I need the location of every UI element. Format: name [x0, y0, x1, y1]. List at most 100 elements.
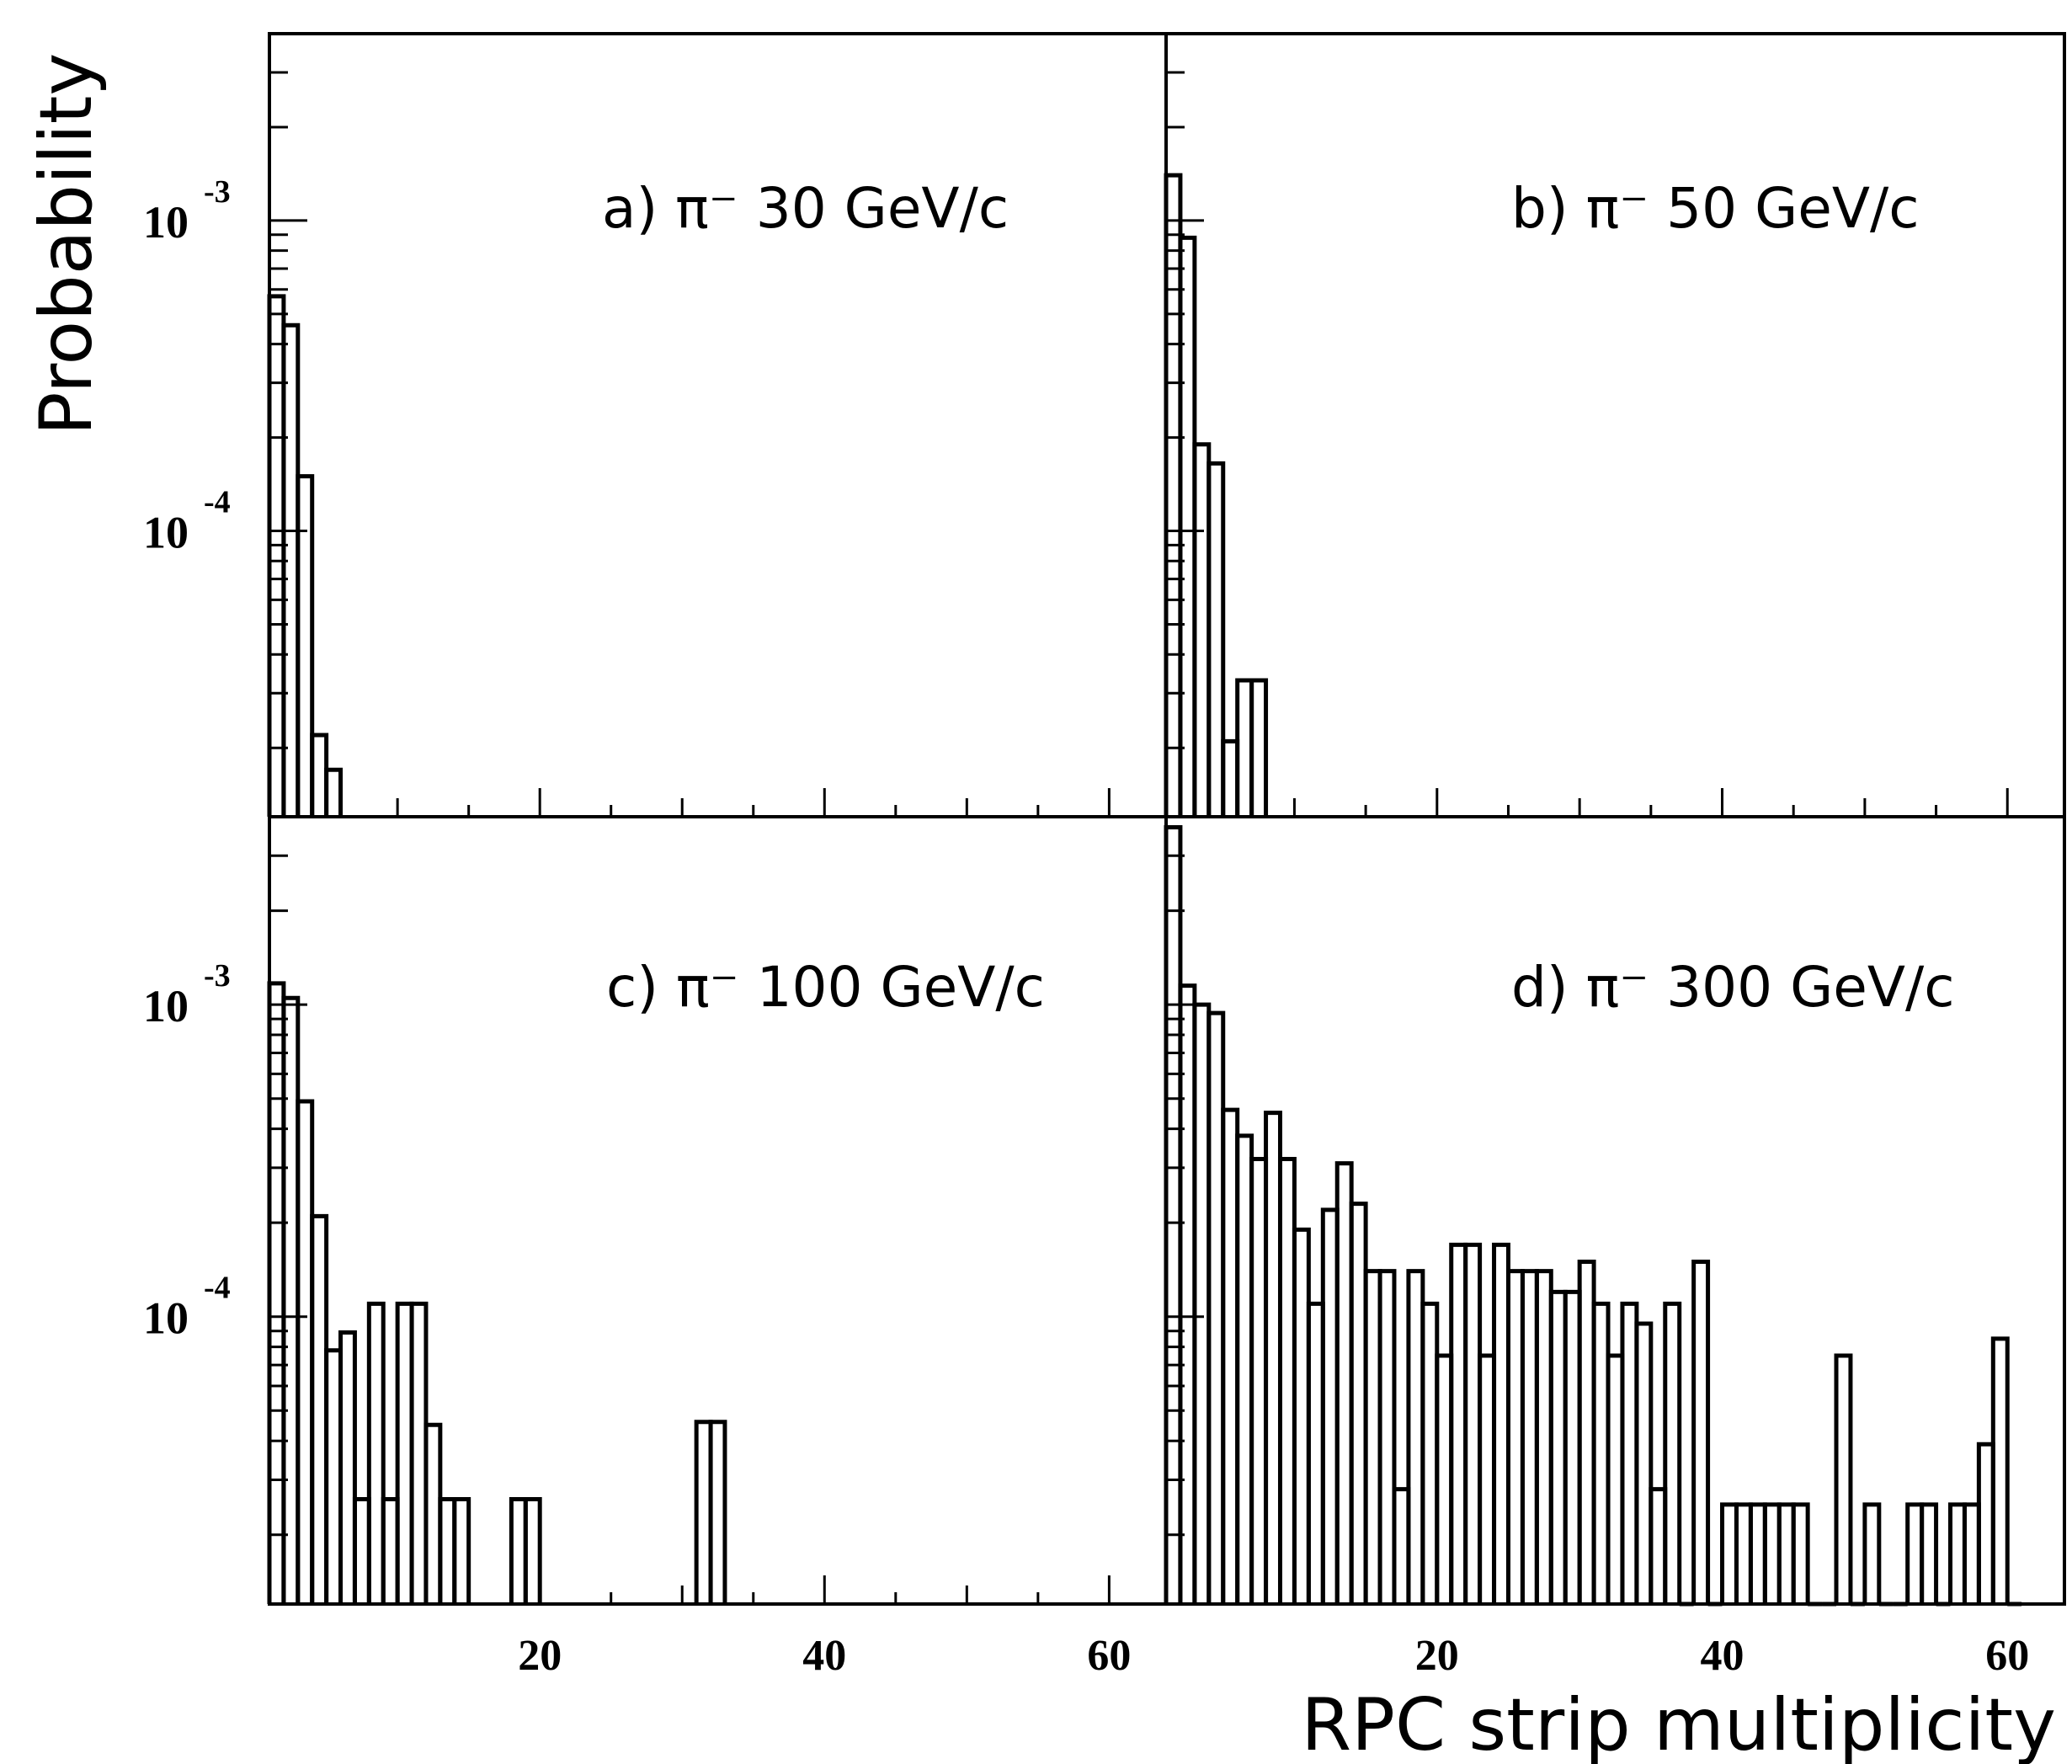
- y-tick-label: 10: [143, 981, 189, 1031]
- histogram-bin: [310, 1213, 329, 1604]
- y-tick-label: 10: [143, 197, 189, 248]
- histogram-bin: [1649, 1487, 1668, 1604]
- histogram-bin: [1577, 1259, 1596, 1604]
- histogram-bin: [1492, 1242, 1510, 1604]
- histogram-bin: [694, 1420, 713, 1604]
- histogram-bin: [296, 474, 315, 817]
- histogram-bin: [1534, 1269, 1553, 1604]
- histogram-bin: [1235, 678, 1254, 817]
- histogram-bin: [310, 733, 329, 817]
- histogram-bin: [1691, 1259, 1711, 1604]
- histogram-bin: [1178, 983, 1197, 1604]
- x-tick-label: 20: [518, 1632, 562, 1680]
- histogram-bin: [1449, 1242, 1468, 1604]
- histogram-bin: [509, 1497, 528, 1604]
- histogram-bin: [1905, 1502, 1925, 1604]
- histogram-bin: [1349, 1202, 1368, 1604]
- panel-label: d) π⁻ 300 GeV/c: [1511, 955, 1955, 1020]
- x-axis-title: RPC strip multiplicity: [1301, 1683, 2056, 1764]
- histogram-bin: [1976, 1442, 1995, 1604]
- y-tick-label-exponent: -4: [204, 1271, 231, 1306]
- histogram-bin: [352, 1497, 371, 1604]
- histogram-bin: [1791, 1502, 1810, 1604]
- histogram-bin: [1862, 1502, 1882, 1604]
- histogram-bin: [1620, 1301, 1639, 1604]
- histogram-bin: [1334, 1161, 1354, 1604]
- panel-frame: [1164, 32, 2066, 818]
- histogram-bin: [1192, 442, 1212, 817]
- histogram-bin: [1920, 1502, 1939, 1604]
- histogram-bin: [338, 1330, 357, 1604]
- x-tick-label: 60: [1985, 1632, 2029, 1680]
- histogram-bin: [452, 1497, 471, 1604]
- x-tick-label: 20: [1415, 1632, 1459, 1680]
- y-tick-label-exponent: -3: [204, 174, 231, 210]
- histogram-bin: [1363, 1269, 1382, 1604]
- histogram-bin: [409, 1301, 429, 1604]
- histogram-bin: [1776, 1502, 1796, 1604]
- panel-frame: [268, 815, 1168, 1606]
- histogram-bin: [395, 1301, 414, 1604]
- histogram-bin: [1221, 738, 1240, 817]
- histogram-bin: [1249, 678, 1269, 817]
- histogram-bin: [1192, 1002, 1212, 1604]
- histogram-bin: [1164, 825, 1183, 1604]
- histogram-bin: [1178, 235, 1197, 817]
- histogram-bin: [1948, 1502, 1967, 1604]
- panel-label: b) π⁻ 50 GeV/c: [1511, 176, 1920, 241]
- histogram-bin: [1505, 1269, 1525, 1604]
- histogram-bin: [708, 1420, 727, 1604]
- panel-c: 20 40 60 10 -4 10 -3 c) π⁻ 100 GeV/c: [143, 815, 1168, 1680]
- histogram-bin: [1420, 1301, 1440, 1604]
- histogram-bin: [1606, 1353, 1625, 1604]
- panel-frame: [268, 32, 1168, 818]
- histogram-bin: [1734, 1502, 1753, 1604]
- y-tick-label: 10: [143, 508, 189, 558]
- histogram-bin: [1292, 1227, 1311, 1604]
- histogram-bin: [1463, 1242, 1483, 1604]
- panel-frame: [1164, 815, 2066, 1606]
- panel-b: b) π⁻ 50 GeV/c: [1164, 32, 2066, 818]
- panel-label: c) π⁻ 100 GeV/c: [606, 955, 1045, 1020]
- y-axis-title: Probability: [24, 53, 109, 436]
- histogram-bin: [1306, 1301, 1325, 1604]
- y-tick-label: 10: [143, 1293, 189, 1344]
- histogram-bin: [1435, 1353, 1454, 1604]
- histogram-bin: [1591, 1301, 1611, 1604]
- histogram-bin: [381, 1497, 400, 1604]
- y-tick-label-exponent: -3: [204, 958, 231, 994]
- histogram-bin: [1206, 1010, 1226, 1604]
- histogram-bin: [1563, 1289, 1582, 1604]
- histogram-bin: [1748, 1502, 1767, 1604]
- panel-a: 10 -4 10 -3 a) π⁻ 30 GeV/c: [143, 32, 1168, 818]
- histogram-bin: [1962, 1502, 1981, 1604]
- histogram-bin: [281, 995, 301, 1604]
- x-tick-label: 60: [1087, 1632, 1131, 1680]
- y-tick-label-exponent: -4: [204, 485, 231, 520]
- histogram-bin: [1634, 1321, 1654, 1604]
- histogram-bin: [1392, 1487, 1411, 1604]
- panel-d: 20 40 60 d) π⁻ 300 GeV/c: [1164, 815, 2066, 1680]
- histogram-bin: [267, 294, 286, 817]
- histogram-bin: [296, 1099, 315, 1604]
- histogram-bin: [1377, 1269, 1397, 1604]
- histogram-bin: [366, 1301, 386, 1604]
- histogram-bin: [1320, 1207, 1340, 1604]
- histogram-bin: [1221, 1107, 1240, 1604]
- histogram-bin: [1249, 1157, 1269, 1604]
- histogram-bin: [1720, 1502, 1739, 1604]
- histogram-bin: [1520, 1269, 1539, 1604]
- histogram-bin: [1834, 1353, 1853, 1604]
- histogram-bin: [1164, 173, 1183, 817]
- histogram-bin: [267, 981, 286, 1604]
- histogram-bin: [324, 767, 344, 817]
- histogram-bin: [423, 1422, 443, 1604]
- histogram-bin: [1478, 1353, 1497, 1604]
- panel-label: a) π⁻ 30 GeV/c: [602, 176, 1009, 241]
- histogram-bin: [1762, 1502, 1782, 1604]
- histogram-bin: [1235, 1133, 1254, 1604]
- histogram-bin: [438, 1497, 457, 1604]
- histogram-bin: [1663, 1301, 1682, 1604]
- histogram-bin: [324, 1348, 344, 1604]
